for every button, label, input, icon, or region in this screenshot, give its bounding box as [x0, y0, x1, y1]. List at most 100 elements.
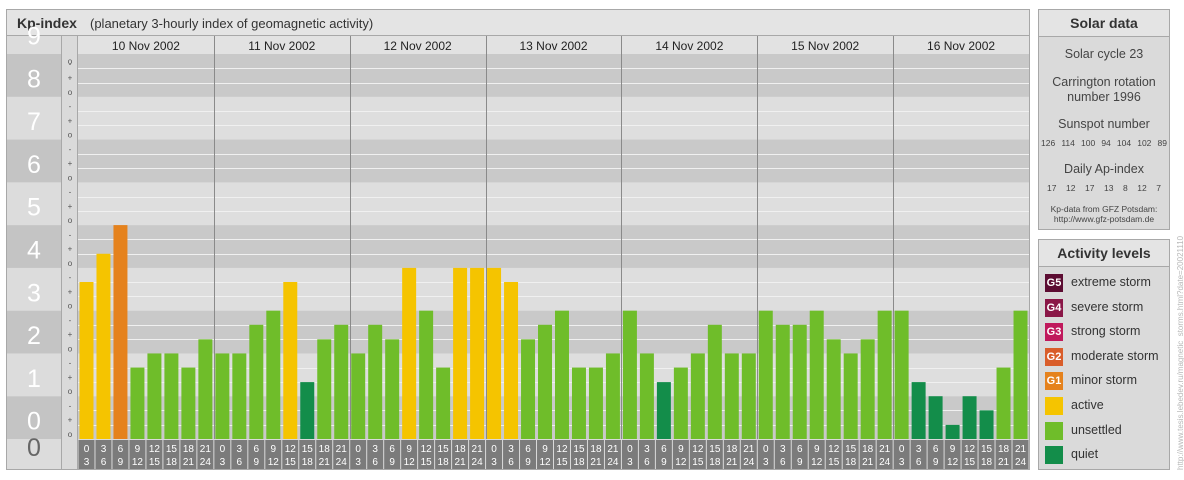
day-label: 15 Nov 2002	[791, 39, 859, 53]
y-minor-tick: -	[69, 359, 72, 368]
date-strip-left	[7, 36, 61, 54]
interval-start-label: 0	[84, 444, 90, 455]
carrington-line-2: number 1996	[1067, 90, 1141, 104]
y-band	[78, 182, 1029, 226]
legend-label: active	[1071, 398, 1104, 412]
legend-item: G4 severe storm	[1045, 298, 1169, 318]
interval-box	[486, 440, 503, 469]
kp-bar	[538, 324, 552, 439]
interval-box	[961, 440, 978, 469]
interval-end-label: 6	[780, 457, 786, 468]
interval-start-label: 3	[237, 444, 243, 455]
day-label: 14 Nov 2002	[655, 39, 723, 53]
interval-start-label: 15	[709, 444, 721, 455]
legend-item: G3 strong storm	[1045, 322, 1169, 342]
interval-box	[214, 440, 231, 469]
y-minor-tick: +	[68, 373, 73, 382]
interval-end-label: 18	[845, 457, 857, 468]
kp-bar	[673, 367, 688, 439]
interval-box	[435, 440, 452, 469]
legend-label: unsettled	[1071, 422, 1122, 437]
interval-box	[706, 440, 723, 469]
y-minor-tick: o	[68, 387, 73, 396]
interval-start-label: 6	[661, 444, 667, 455]
day-label: 11 Nov 2002	[248, 39, 315, 53]
interval-box	[265, 440, 282, 469]
interval-box	[570, 440, 587, 469]
interval-end-label: 3	[355, 457, 361, 468]
interval-box	[740, 440, 757, 469]
y-minor-tick: o	[68, 216, 73, 225]
interval-box	[554, 440, 570, 469]
kp-bar	[690, 353, 705, 439]
y-minor-tick: -	[69, 401, 72, 410]
interval-start-label: 12	[556, 444, 568, 455]
legend-label: quiet	[1071, 447, 1099, 462]
interval-start-label: 3	[644, 444, 650, 455]
kp-bar	[300, 382, 315, 439]
kp-bar	[792, 324, 807, 439]
interval-start-label: 15	[302, 444, 314, 455]
kp-bar	[504, 282, 519, 439]
legend-label: severe storm	[1071, 299, 1144, 314]
interval-start-label: 0	[355, 444, 361, 455]
interval-box	[112, 440, 129, 469]
interval-box	[146, 440, 163, 469]
interval-end-label: 9	[254, 457, 260, 468]
chart-title: Kp-index	[17, 15, 77, 31]
interval-box	[537, 440, 553, 469]
interval-end-label: 6	[101, 457, 107, 468]
interval-start-label: 15	[573, 444, 585, 455]
interval-start-label: 3	[508, 444, 514, 455]
interval-end-label: 12	[404, 457, 416, 468]
interval-box	[452, 440, 469, 469]
kp-bar	[402, 267, 417, 439]
ap-value: 12	[1137, 183, 1147, 193]
kp-bar	[588, 367, 603, 439]
y-minor-tick: o	[68, 344, 73, 353]
legend-item: unsettled	[1045, 421, 1169, 441]
interval-box	[621, 440, 638, 469]
kp-bar	[283, 282, 298, 439]
kp-bar	[843, 353, 858, 439]
sunspot-value: 94	[1101, 138, 1111, 148]
interval-end-label: 9	[797, 457, 803, 468]
interval-box	[876, 440, 893, 469]
y-minor-tick: +	[68, 330, 73, 339]
y-minor-tick: o	[68, 430, 73, 439]
legend-label: moderate storm	[1071, 348, 1159, 363]
legend-swatch: G2	[1045, 347, 1063, 366]
legend-label: strong storm	[1071, 324, 1141, 339]
interval-start-label: 0	[491, 444, 497, 455]
interval-start-label: 0	[763, 444, 769, 455]
interval-box	[604, 440, 621, 469]
kp-bar	[96, 253, 111, 439]
kp-bar	[996, 367, 1011, 439]
interval-end-label: 6	[916, 457, 922, 468]
sunspot-value: 100	[1081, 138, 1096, 148]
kp-bar	[639, 353, 654, 439]
interval-start-label: 3	[372, 444, 378, 455]
gfz-link[interactable]: http://www.gfz-potsdam.de	[1053, 214, 1155, 224]
kp-bar	[724, 353, 739, 439]
legend-item: G5 extreme storm	[1045, 273, 1169, 293]
interval-start-label: 9	[814, 444, 820, 455]
interval-box	[672, 440, 689, 469]
solar-data-title: Solar data	[1039, 10, 1169, 37]
y-band	[78, 139, 1029, 183]
interval-box	[944, 440, 961, 469]
interval-end-label: 3	[220, 457, 226, 468]
legend-swatch: G1	[1045, 372, 1063, 391]
kp-bar	[555, 310, 569, 439]
interval-end-label: 15	[149, 457, 161, 468]
legend-item: active	[1045, 396, 1169, 416]
interval-end-label: 12	[268, 457, 280, 468]
interval-end-label: 9	[525, 457, 531, 468]
interval-end-label: 6	[372, 457, 378, 468]
interval-end-label: 15	[421, 457, 433, 468]
y-band-left	[7, 182, 61, 226]
kp-bar	[215, 353, 230, 439]
interval-start-label: 15	[845, 444, 857, 455]
y-minor-tick: -	[69, 230, 72, 239]
kp-bar	[911, 382, 926, 439]
